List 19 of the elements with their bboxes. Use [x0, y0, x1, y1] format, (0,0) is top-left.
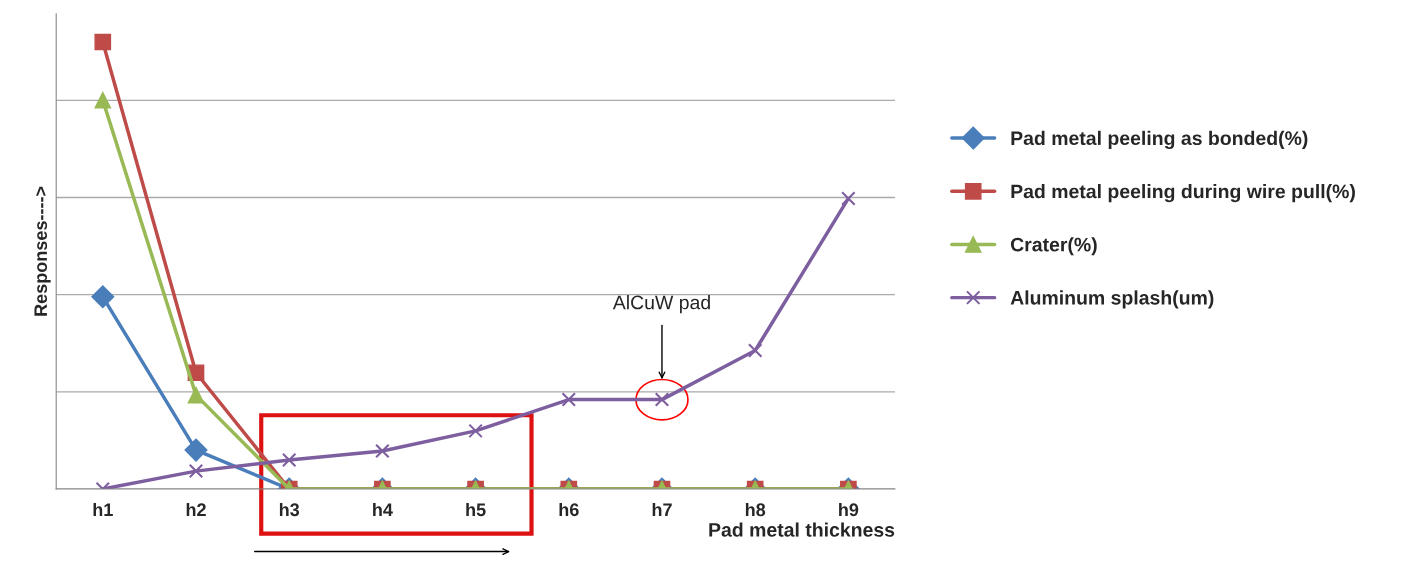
point [94, 33, 112, 51]
x-tick-label: h9 [839, 502, 859, 517]
x-tick-label: h5 [466, 502, 486, 517]
x-tick-label: h6 [559, 502, 579, 517]
x-axis-title: Pad metal thickness [709, 522, 895, 537]
x-tick-label: h4 [373, 502, 393, 516]
x-tick-label: h1 [93, 502, 113, 516]
legend-label: Aluminum splash(um) [1010, 290, 1214, 309]
x-tick-label: h8 [745, 502, 766, 517]
point [841, 191, 856, 206]
x-tick-label: h2 [186, 502, 206, 516]
legend-label: Pad metal peeling during wire pull(%) [1011, 184, 1355, 203]
x-tick-label: h7 [652, 502, 672, 516]
point [94, 91, 112, 109]
annotation: AlCuW pad [612, 295, 710, 314]
legend-label: Crater(%) [1010, 237, 1097, 256]
x-tick-label: h3 [279, 502, 300, 517]
y-axis-title: Responses----> [34, 186, 51, 316]
legend-label: Pad metal peeling as bonded(%) [1011, 130, 1308, 150]
